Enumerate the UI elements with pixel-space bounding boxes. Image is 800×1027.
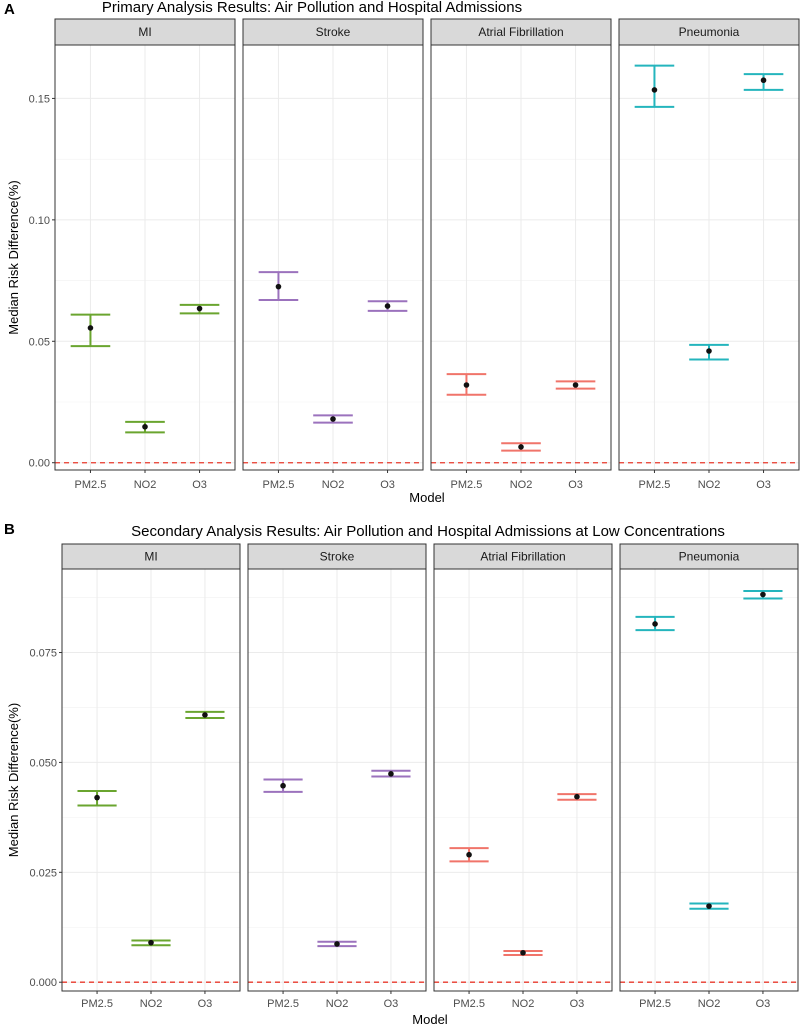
panel-b-facet-mi-pm2-5-point — [94, 794, 100, 801]
panel-a-facet-mi-strip-label: MI — [138, 25, 151, 39]
panel-a-facet-atrial-fibrillation-no2-point — [518, 444, 524, 450]
panel-b-facet-atrial-fibrillation-x-tick-label: O3 — [570, 998, 585, 1010]
panel-b-facet-mi-x-tick-label: NO2 — [140, 998, 163, 1010]
panel-b-y-tick-label: 0.025 — [29, 867, 57, 879]
panel-a-facet-stroke-strip-label: Stroke — [316, 25, 351, 39]
panel-a-facet-mi-x-tick-label: PM2.5 — [75, 479, 107, 491]
panel-a-facet-pneumonia-x-tick-label: PM2.5 — [639, 479, 671, 491]
panel-a-facet-pneumonia: Pneumonia PM2.5 NO2 O3 — [618, 18, 800, 491]
panel-a-facet-atrial-fibrillation-x-tick-label: PM2.5 — [451, 479, 483, 491]
panel-b-facet-pneumonia-no2-point — [706, 903, 712, 909]
panel-b-x-axis-title: Model — [412, 1012, 448, 1027]
panel-b-group: B Secondary Analysis Results: Air Polluti… — [4, 521, 799, 1027]
panel-a-facet-mi-o3-point — [196, 305, 203, 312]
panel-a-facet-atrial-fibrillation-pm2-5-point — [463, 382, 470, 388]
panel-b-facet-mi-x-tick-label: PM2.5 — [81, 998, 113, 1010]
panel-b-facet-stroke-x-tick-label: NO2 — [326, 998, 349, 1010]
panel-b-y-tick-label: 0.000 — [29, 977, 57, 989]
panel-b-facet-atrial-fibrillation-pm2-5-point — [466, 851, 472, 858]
panel-a-facet-mi-pm2-5-point — [87, 325, 94, 331]
panel-a-facet-pneumonia-strip-label: Pneumonia — [679, 25, 740, 39]
panel-a-facet-stroke-x-tick-label: PM2.5 — [263, 479, 295, 491]
panel-b-facet-atrial-fibrillation-x-tick-label: PM2.5 — [453, 998, 485, 1010]
panel-a-y-tick-label: 0.15 — [29, 93, 50, 105]
panel-a-facet-stroke: Stroke PM2.5 NO2 O3 — [242, 18, 424, 491]
panel-a-facet-mi-no2-point — [142, 423, 148, 430]
panel-b-facet-pneumonia-x-tick-label: NO2 — [698, 998, 721, 1010]
panel-a-facet-pneumonia-pm2-5-point — [651, 87, 658, 93]
panel-b-facet-pneumonia-strip-label: Pneumonia — [679, 550, 740, 564]
panel-a-facet-atrial-fibrillation-strip-label: Atrial Fibrillation — [478, 25, 563, 39]
panel-a-facet-stroke-x-tick-label: NO2 — [322, 479, 345, 491]
panel-a-facet-atrial-fibrillation-strip — [430, 18, 612, 46]
panel-b-facet-stroke-no2-point — [334, 941, 340, 947]
panel-b-facet-pneumonia-x-tick-label: PM2.5 — [639, 998, 671, 1010]
panel-a-x-axis-title: Model — [409, 490, 445, 505]
panel-b-y-axis-title: Median Risk Difference(%) — [6, 703, 21, 857]
panel-b-facet-stroke-x-tick-label: O3 — [384, 998, 399, 1010]
panel-a-facet-pneumonia-no2-point — [706, 348, 712, 354]
panel-b-facet-stroke-o3-point — [388, 771, 394, 777]
panel-a-y-tick-label: 0.00 — [29, 458, 50, 470]
panel-b-facet-stroke-pm2-5-point — [280, 782, 286, 789]
panel-a-title: Primary Analysis Results: Air Pollution … — [102, 0, 522, 16]
panel-b-facet-atrial-fibrillation-strip — [433, 543, 613, 570]
panel-b-facet-mi: MI PM2.5 NO2 O3 — [61, 543, 241, 1010]
panel-b-facet-atrial-fibrillation-o3-point — [574, 793, 580, 800]
panel-b-facet-pneumonia-x-tick-label: O3 — [756, 998, 771, 1010]
panel-b-facet-atrial-fibrillation-x-tick-label: NO2 — [512, 998, 535, 1010]
panel-b-facet-pneumonia-pm2-5-point — [652, 621, 658, 627]
panel-b-facet-pneumonia-o3-point — [760, 591, 766, 598]
panel-a-group: A Primary Analysis Results: Air Pollution… — [4, 0, 800, 505]
panel-a-facet-pneumonia-x-tick-label: O3 — [756, 479, 771, 491]
panel-a-facet-pneumonia-o3-point — [760, 77, 767, 84]
panel-b-facet-atrial-fibrillation: Atrial Fibrillation PM2.5 NO2 O3 — [433, 543, 613, 1010]
panel-a-y-tick-label: 0.10 — [29, 215, 50, 227]
panel-a-facet-stroke-pm2-5-point — [275, 283, 282, 290]
panel-b-facet-stroke: Stroke PM2.5 NO2 O3 — [247, 543, 427, 1010]
panel-a-facet-stroke-x-tick-label: O3 — [380, 479, 395, 491]
panel-b-facet-pneumonia-strip — [619, 543, 799, 570]
panel-b-title: Secondary Analysis Results: Air Pollutio… — [131, 523, 725, 540]
panel-a-facet-atrial-fibrillation-o3-point — [572, 382, 579, 388]
panel-b-facet-stroke-x-tick-label: PM2.5 — [267, 998, 299, 1010]
panel-a-facet-atrial-fibrillation-x-tick-label: NO2 — [510, 479, 533, 491]
panel-a-facet-stroke-o3-point — [384, 303, 391, 309]
panel-a-facet-pneumonia-x-tick-label: NO2 — [698, 479, 721, 491]
panel-b-y-tick-label: 0.050 — [29, 757, 57, 769]
panel-a-facet-mi-x-tick-label: O3 — [192, 479, 207, 491]
panel-a-tag: A — [4, 1, 15, 18]
panel-a-facet-stroke-no2-point — [330, 416, 336, 422]
panel-b-facet-mi-o3-point — [202, 712, 208, 718]
panel-a-facet-atrial-fibrillation: Atrial Fibrillation PM2.5 NO2 O3 — [430, 18, 612, 491]
panel-b-facet-atrial-fibrillation-no2-point — [520, 949, 526, 956]
panel-b-facet-atrial-fibrillation-strip-label: Atrial Fibrillation — [480, 550, 565, 564]
panel-a-facet-atrial-fibrillation-x-tick-label: O3 — [568, 479, 583, 491]
panel-a-facet-mi: MI PM2.5 NO2 O3 — [54, 18, 236, 491]
panel-b-facet-pneumonia: Pneumonia PM2.5 NO2 O3 — [619, 543, 799, 1010]
panel-a-facet-stroke-strip — [242, 18, 424, 46]
panel-b-tag: B — [4, 521, 15, 538]
panel-b-facet-stroke-strip-label: Stroke — [320, 550, 355, 564]
panel-a-y-axis-title: Median Risk Difference(%) — [6, 180, 21, 334]
panel-b-y-tick-label: 0.075 — [29, 648, 57, 660]
panel-b-facet-mi-strip-label: MI — [144, 550, 157, 564]
panel-b-facet-mi-x-tick-label: O3 — [198, 998, 213, 1010]
panel-a-facet-mi-strip — [54, 18, 236, 46]
panel-b-facet-stroke-strip — [247, 543, 427, 570]
panel-a-facet-mi-x-tick-label: NO2 — [134, 479, 157, 491]
panel-a-y-tick-label: 0.05 — [29, 336, 50, 348]
panel-b-facet-mi-no2-point — [148, 939, 154, 946]
